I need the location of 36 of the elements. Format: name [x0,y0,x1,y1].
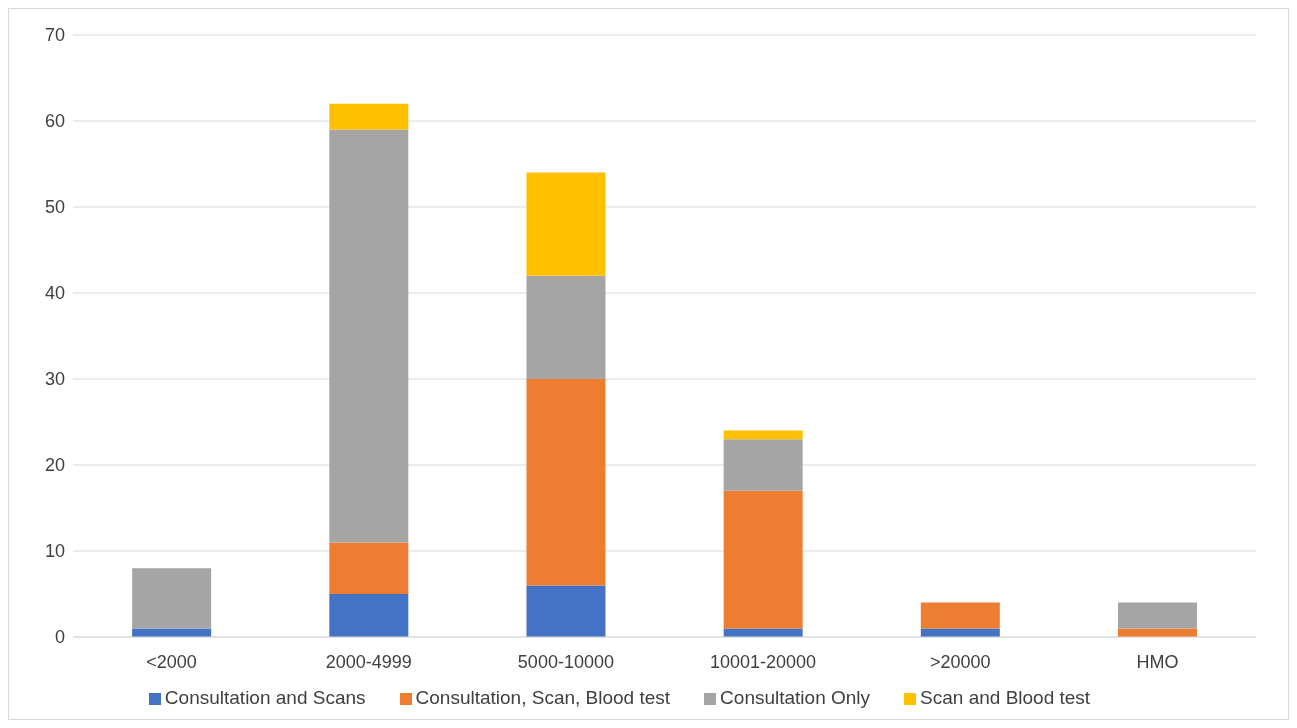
bar [920,628,1000,637]
legend-label: Consultation Only [720,687,871,708]
legend-label: Scan and Blood test [920,687,1091,708]
bar [132,568,212,629]
bar [723,490,803,629]
x-tick-label: <2000 [146,651,197,672]
bar [526,379,606,586]
x-tick-label: 5000-10000 [517,651,614,672]
bar [526,172,606,276]
bar [526,585,606,637]
x-tick-label: 2000-4999 [325,651,412,672]
legend-label: Consultation, Scan, Blood test [415,687,671,708]
legend-label: Consultation and Scans [164,687,366,708]
bar [723,430,803,440]
bar [329,594,409,637]
y-tick-label: 20 [44,455,65,476]
bar [329,129,409,543]
y-tick-label: 50 [44,197,65,218]
y-tick-label: 0 [54,627,65,648]
bar [723,628,803,637]
bar [329,103,409,130]
bar [920,602,1000,629]
y-tick-label: 10 [44,541,65,562]
x-tick-label: 10001-20000 [710,651,817,672]
bar [132,628,212,637]
bar [329,542,409,594]
y-tick-label: 70 [44,25,65,46]
x-tick-label: >20000 [929,651,991,672]
bar [1117,602,1197,629]
y-tick-label: 60 [44,111,65,132]
y-tick-label: 40 [44,283,65,304]
y-tick-label: 30 [44,369,65,390]
bar [1117,628,1197,637]
x-tick-label: HMO [1136,651,1179,672]
bar [723,439,803,491]
bar [526,275,606,379]
